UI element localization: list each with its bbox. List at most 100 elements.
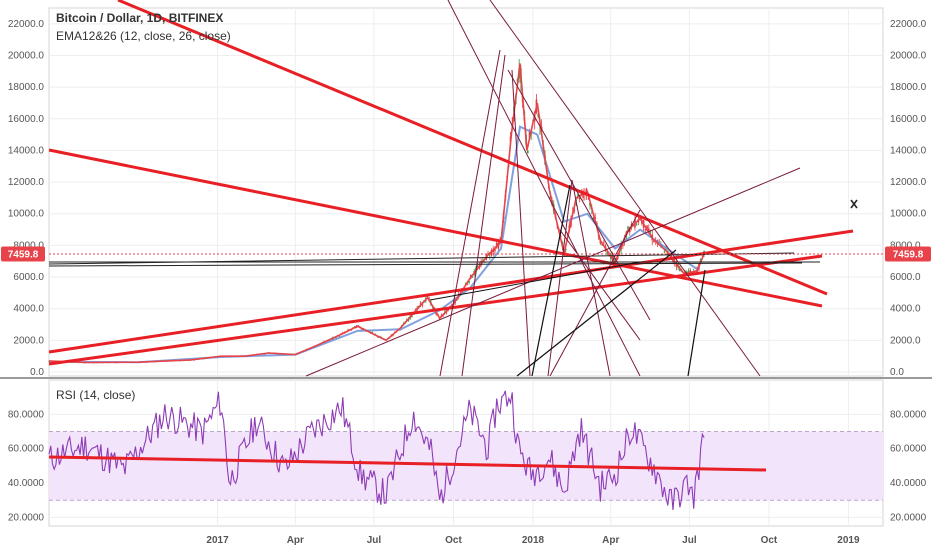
rsi-tick-label: 20.0000 [8,512,45,523]
candle-body [490,250,493,256]
candle-body [675,264,678,267]
y-tick-label: 6000.0 [13,272,44,283]
rsi-axis-left[interactable]: 20.0000 40.0000 60.0000 80.0000 [8,409,45,523]
fan-line[interactable] [439,49,501,377]
rsi-tick-label: 20.0000 [890,512,927,523]
rsi-axis-right[interactable]: 20.0000 40.0000 60.0000 80.0000 [890,409,927,523]
black-trendline[interactable] [687,269,706,377]
candle-body [471,277,474,278]
price-axis-right[interactable]: 0.0 2000.0 4000.0 6000.0 8000.0 10000.0 12000.… [890,19,927,378]
candle-body [476,266,479,268]
y-tick-label: 22000.0 [890,19,927,30]
candle-body [635,224,638,226]
rsi-tick-label: 40.0000 [8,478,45,489]
rsi-trendline[interactable] [48,455,767,472]
black-trendline[interactable] [531,184,571,377]
candle-body [665,248,667,250]
candle-body [644,228,647,231]
y-tick-label: 20000.0 [890,50,927,61]
price-axis-left[interactable]: 0.0 2000.0 4000.0 6000.0 8000.0 10000.0 12000.… [8,19,45,378]
candle-body [668,252,671,254]
horizontal-line[interactable] [48,262,803,267]
price-panel[interactable] [48,7,884,377]
trendline[interactable] [117,0,828,296]
cross-marker-icon[interactable] [850,199,858,209]
x-tick-label: Apr [602,535,619,546]
x-tick-label: Apr [287,535,304,546]
trendline[interactable] [48,229,854,354]
x-tick-label: 2017 [206,535,229,546]
fan-line[interactable] [447,0,641,377]
candle-body [613,259,616,261]
candle-body [482,259,484,261]
fan-line[interactable] [571,179,611,377]
fan-line[interactable] [511,69,531,377]
y-tick-label: 10000.0 [890,209,927,220]
candle-body [565,248,567,250]
y-tick-label: 8000.0 [13,240,44,251]
last-price-label: 7459.8 [893,249,924,260]
y-tick-label: 14000.0 [890,145,927,156]
candle-body [573,210,576,211]
candle-body [647,228,650,233]
black-trendline[interactable] [429,261,641,301]
fan-line[interactable] [489,0,761,377]
y-tick-label: 16000.0 [890,114,927,125]
candle-body [679,268,681,272]
fan-line[interactable] [559,229,641,341]
candle-body [526,150,529,154]
fan-line[interactable] [549,209,641,377]
candle-body [606,251,609,254]
y-tick-label: 18000.0 [890,82,927,93]
rsi-tick-label: 40.0000 [890,478,927,489]
y-tick-label: 2000.0 [890,335,921,346]
y-tick-label: 12000.0 [890,177,927,188]
indicator-legend[interactable]: EMA12&26 (12, close, 26, close) [56,29,231,43]
y-tick-label: 14000.0 [8,145,45,156]
time-axis[interactable]: 2017 Apr Jul Oct 2018 Apr Jul Oct 2019 [206,535,860,546]
y-tick-label: 0.0 [890,367,904,378]
candle-body [603,242,605,243]
candle-body [494,248,496,252]
y-tick-label: 16000.0 [8,114,45,125]
candle-body [468,280,470,283]
candle-body [495,242,498,246]
x-tick-label: Jul [682,535,697,546]
candle-body [663,251,666,253]
y-tick-label: 12000.0 [8,177,45,188]
candle-body [549,196,552,199]
y-tick-label: 20000.0 [8,50,45,61]
x-tick-label: 2018 [522,535,545,546]
rsi-line [48,390,705,511]
candle-body [449,305,451,307]
last-price-badge-right: 7459.8 [885,246,931,262]
fan-line[interactable] [507,69,651,321]
candle-body [466,283,469,285]
candle-body [627,226,629,230]
candle-body [361,328,363,330]
y-tick-label: 6000.0 [890,272,921,283]
rsi-tick-label: 60.0000 [8,444,45,455]
black-trendline[interactable] [516,249,677,377]
trendline[interactable] [48,148,823,308]
price-gridlines [49,8,883,376]
trendline-drawings[interactable] [48,0,854,472]
candle-body [701,255,704,257]
rsi-legend[interactable]: RSI (14, close) [56,388,135,402]
fan-line[interactable] [461,54,506,377]
fan-line[interactable] [547,179,573,377]
last-price-label: 7459.8 [8,249,39,260]
y-tick-label: 0.0 [30,367,44,378]
trendline[interactable] [48,254,823,366]
candle-body [592,217,595,219]
rsi-tick-label: 60.0000 [890,444,927,455]
y-tick-label: 22000.0 [8,19,45,30]
candle-body [411,316,413,317]
y-tick-label: 18000.0 [8,82,45,93]
candle-body [653,240,655,243]
candle-body [487,253,489,254]
y-tick-label: 2000.0 [13,335,44,346]
candle-body [689,270,692,273]
x-tick-label: Jul [367,535,382,546]
